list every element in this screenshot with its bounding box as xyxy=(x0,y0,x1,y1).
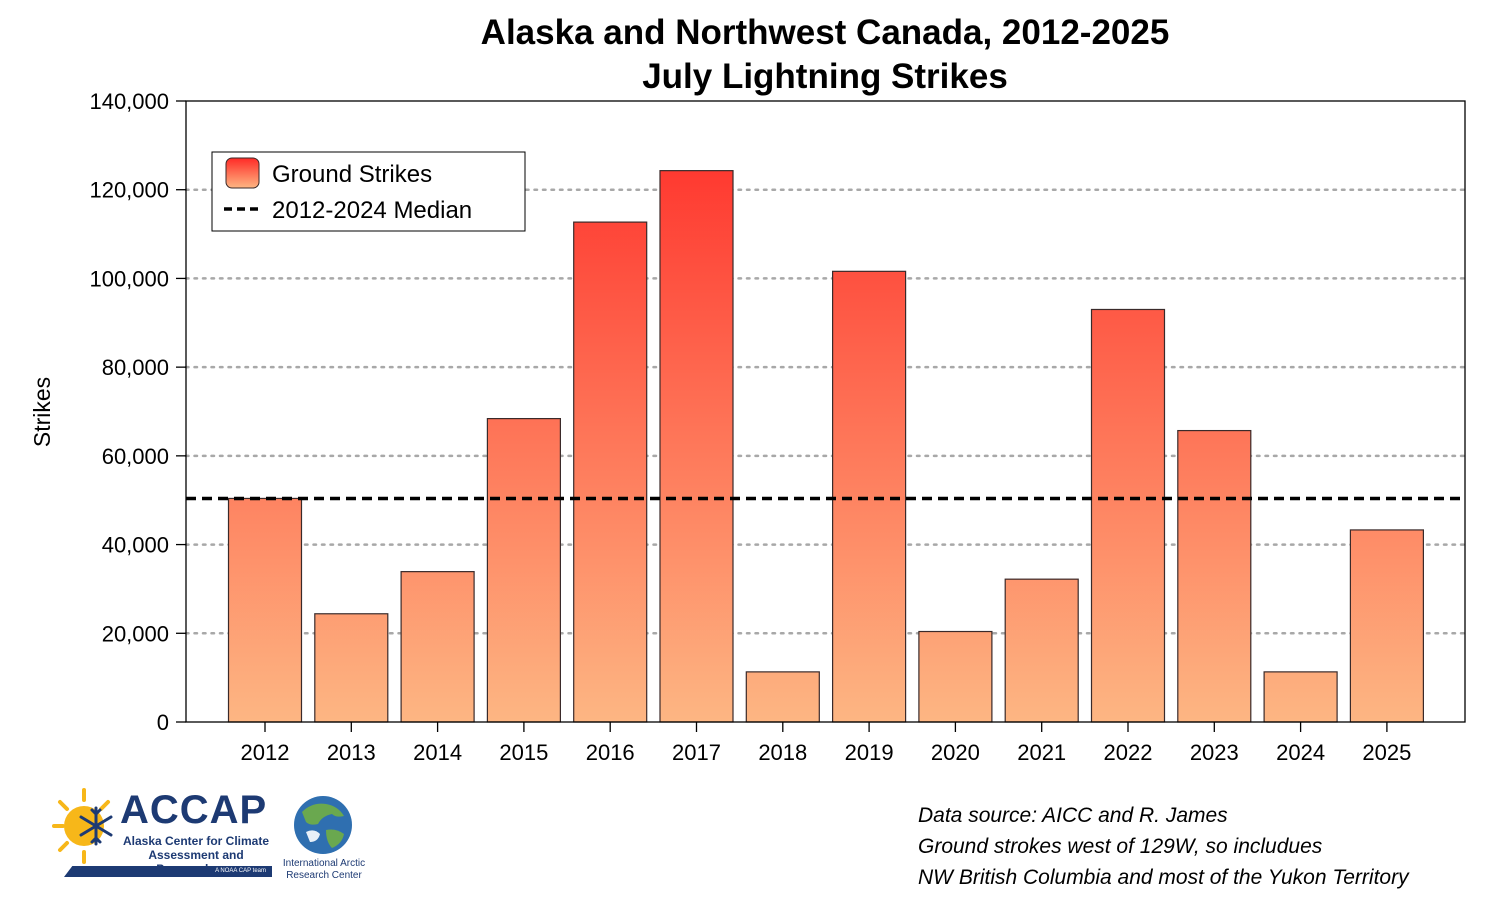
legend-label-ground-strikes: Ground Strikes xyxy=(272,161,432,188)
x-tick-label-2021: 2021 xyxy=(1017,740,1066,765)
y-tick-label-4: 80,000 xyxy=(102,355,169,380)
bar-2016 xyxy=(573,221,648,723)
bar-2020 xyxy=(918,630,993,723)
x-tick-label-2019: 2019 xyxy=(845,740,894,765)
x-tick-label-2025: 2025 xyxy=(1362,740,1411,765)
y-axis-label: Strikes xyxy=(29,377,55,447)
bar-2014 xyxy=(400,571,475,723)
x-axis: 2012 2013 2014 2015 2016 2017 2018 2019 2020 2021… xyxy=(241,722,1411,765)
sun-snowflake-icon xyxy=(52,788,113,864)
plot-frame xyxy=(185,100,1466,723)
x-tick-label-2020: 2020 xyxy=(931,740,980,765)
y-tick-label-0: 0 xyxy=(157,710,169,735)
legend-label-median: 2012-2024 Median xyxy=(272,197,472,224)
y-tick-label-1: 20,000 xyxy=(102,621,169,646)
bar-2013 xyxy=(314,613,389,723)
x-tick-label-2013: 2013 xyxy=(327,740,376,765)
x-tick-label-2017: 2017 xyxy=(672,740,721,765)
legend: Ground Strikes 2012-2024 Median xyxy=(211,151,526,232)
y-tick-label-5: 100,000 xyxy=(89,266,169,291)
accap-tagline: A NOAA CAP team xyxy=(215,868,266,874)
bar-2021 xyxy=(1004,578,1079,723)
y-tick-label-3: 60,000 xyxy=(102,444,169,469)
bar-2022 xyxy=(1090,308,1166,723)
x-tick-label-2016: 2016 xyxy=(586,740,635,765)
legend-box xyxy=(211,151,526,232)
bar-2025 xyxy=(1349,529,1425,723)
footnote-line-3: NW British Columbia and most of the Yuko… xyxy=(918,866,1409,889)
bar-2023 xyxy=(1177,429,1252,723)
x-tick-label-2018: 2018 xyxy=(758,740,807,765)
x-tick-label-2012: 2012 xyxy=(241,740,290,765)
x-tick-label-2023: 2023 xyxy=(1190,740,1239,765)
bar-2012 xyxy=(227,497,303,723)
x-tick-label-2014: 2014 xyxy=(413,740,462,765)
bar-2018 xyxy=(745,671,820,723)
bar-2015 xyxy=(486,417,561,723)
y-tick-label-2: 40,000 xyxy=(102,533,169,558)
accap-wordmark: ACCAP xyxy=(120,788,268,832)
data-source-note: Data source: AICC and R. James Ground st… xyxy=(918,800,1478,893)
y-tick-label-6: 120,000 xyxy=(89,178,169,203)
footnote-line-1: Data source: AICC and R. James xyxy=(918,804,1228,827)
bar-2019 xyxy=(831,270,907,723)
legend-swatch-ground-strikes xyxy=(225,157,260,189)
x-tick-label-2022: 2022 xyxy=(1104,740,1153,765)
chart-subtitle: July Lightning Strikes xyxy=(642,57,1008,96)
y-axis: 0 20,000 40,000 60,000 80,000 100,000 120,000 1… xyxy=(89,89,186,735)
gridlines xyxy=(184,188,1467,635)
bar-2024 xyxy=(1263,671,1338,723)
logos: ACCAP Alaska Center for Climate Assessme… xyxy=(52,786,382,886)
x-tick-label-2015: 2015 xyxy=(499,740,548,765)
bar-2017 xyxy=(659,170,734,723)
x-tick-label-2024: 2024 xyxy=(1276,740,1325,765)
accap-tagline-bar: A NOAA CAP team xyxy=(64,866,272,877)
bars xyxy=(227,170,1425,723)
y-tick-label-7: 140,000 xyxy=(89,89,169,114)
footnote-line-2: Ground strokes west of 129W, so includue… xyxy=(918,835,1323,858)
globe-icon xyxy=(294,796,352,854)
chart-title: Alaska and Northwest Canada, 2012-2025 xyxy=(481,13,1170,52)
iarc-name: International Arctic Research Center xyxy=(282,858,366,881)
